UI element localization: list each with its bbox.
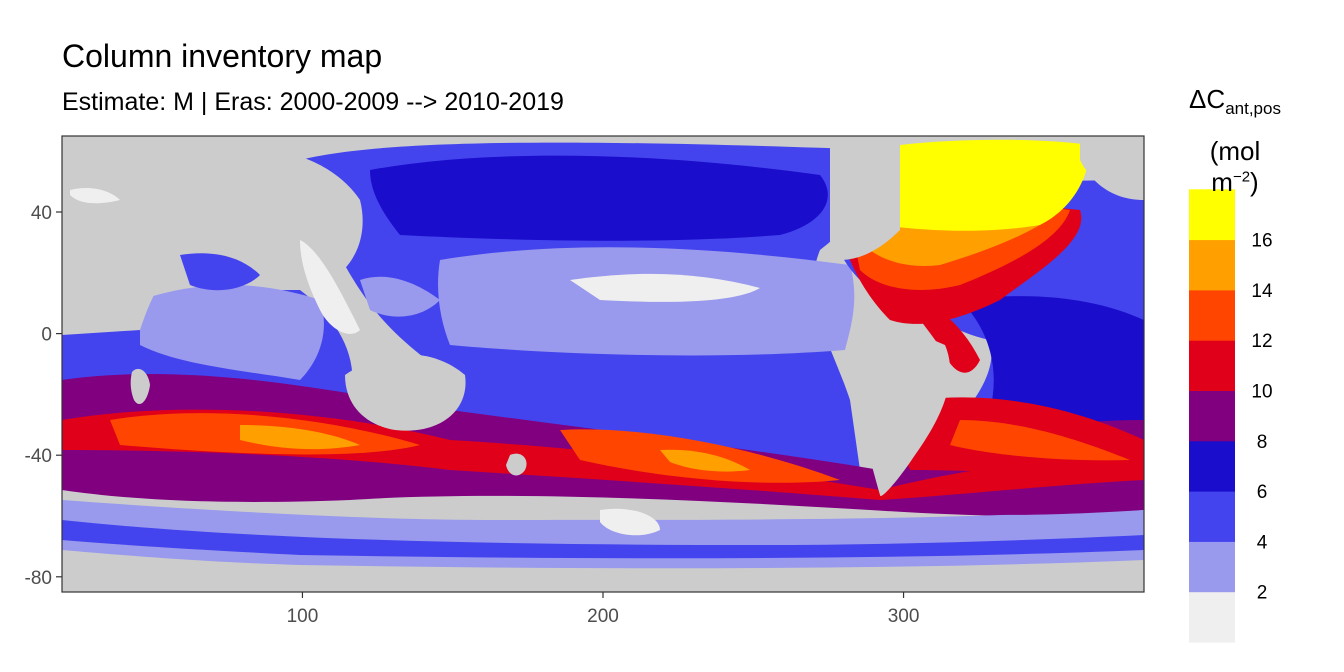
fringe-arctic-coast (70, 188, 120, 204)
legend-unit-prefix: (mol m (1209, 136, 1261, 197)
region-antarctic-margin (62, 520, 1144, 559)
legend-label: 16 (1251, 231, 1272, 252)
region-pacific-band-core (660, 449, 750, 472)
region-indian-tropical (140, 285, 324, 380)
chart-subtitle: Estimate: M | Eras: 2000-2009 --> 2010-2… (62, 88, 564, 116)
legend-swatch (1189, 440, 1235, 492)
legend-swatch (1189, 591, 1235, 643)
legend-swatch (1189, 189, 1235, 241)
land-europe-africa-east (1080, 136, 1144, 200)
y-tick-label: -80 (25, 568, 52, 589)
legend-swatch (1189, 390, 1235, 442)
land-new-zealand (506, 453, 527, 476)
land-australia (345, 354, 466, 431)
legend-label: 8 (1257, 432, 1268, 453)
legend-swatch (1189, 541, 1235, 593)
region-ross-sea (600, 508, 660, 536)
region-arabian-sea (180, 253, 260, 291)
land-madagascar (130, 368, 150, 405)
legend-label: 12 (1251, 331, 1272, 352)
legend-swatch (1189, 239, 1235, 291)
legend-title-symbol: ΔCant,pos (1186, 84, 1284, 119)
legend-label: 10 (1251, 382, 1272, 403)
y-tick-label: 0 (41, 325, 52, 346)
legend-label: 14 (1251, 281, 1273, 302)
land-north-america (830, 136, 900, 260)
land-africa (62, 136, 300, 335)
region-gulf-stream (900, 290, 980, 373)
x-tick-label: 300 (888, 606, 920, 627)
region-north-pacific (370, 155, 828, 241)
legend-unit-suffix: ) (1250, 167, 1259, 197)
x-tick-label: 200 (587, 606, 619, 627)
fringe-asia-coast (300, 240, 360, 334)
land-masses (62, 136, 1144, 496)
region-atlantic-band-orange (950, 420, 1130, 461)
y-tick-label: 40 (31, 203, 52, 224)
region-pacific-west-warm (360, 276, 440, 317)
region-indian-band-core (240, 425, 360, 450)
land-asia (260, 150, 363, 280)
legend-swatch (1189, 491, 1235, 542)
x-tick-label: 100 (287, 606, 319, 627)
land-south-america (847, 319, 951, 496)
legend-swatch (1189, 340, 1235, 391)
region-equatorial-pacific (570, 273, 760, 302)
legend-subscript: ant,pos (1225, 99, 1281, 119)
legend-unit-exponent: −2 (1232, 168, 1251, 186)
y-tick-label: -40 (25, 446, 52, 467)
chart-title: Column inventory map (62, 38, 383, 74)
legend-label: 2 (1257, 583, 1268, 604)
legend-title-unit: (mol m−2) (1186, 136, 1284, 198)
legend-colorbar: 2 4 6 8 10 12 14 16 (1189, 189, 1273, 643)
legend-label: 4 (1257, 532, 1268, 553)
legend-label: 6 (1257, 482, 1268, 503)
region-na-yellow (880, 139, 1090, 231)
coastal-fringe (70, 188, 360, 334)
legend-symbol: ΔC (1189, 84, 1226, 114)
legend-swatch (1189, 289, 1235, 341)
